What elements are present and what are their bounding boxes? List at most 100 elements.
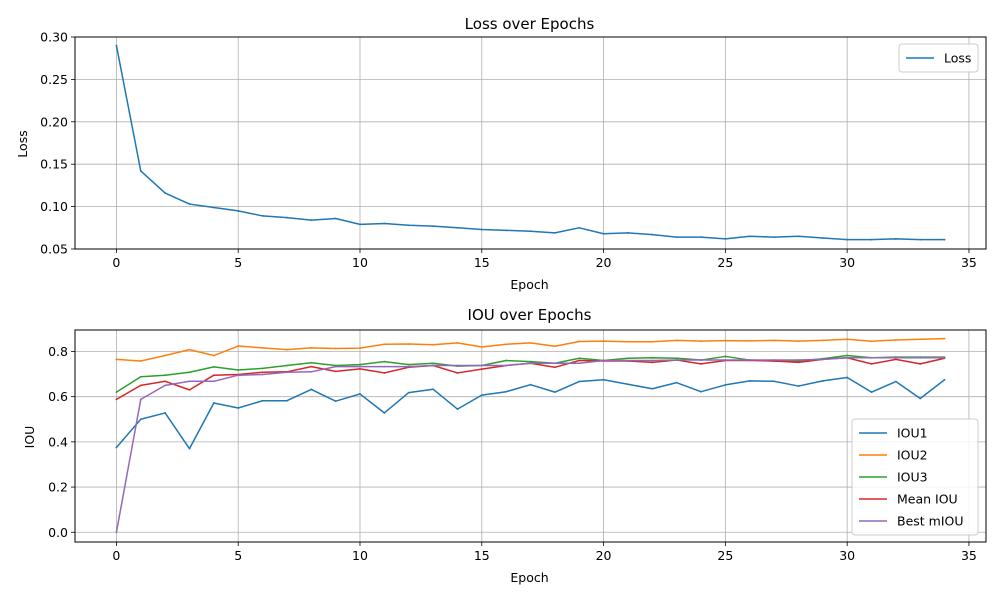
loss-series-loss-point (553, 231, 556, 234)
iou-series-iou3-point (286, 364, 288, 367)
iou-series-mean-iou-point (870, 363, 873, 365)
loss-series-loss-point (602, 232, 605, 235)
loss-series-loss-point (456, 226, 459, 229)
iou-series-iou2-point (724, 339, 727, 342)
iou-series-iou1-point (651, 387, 654, 390)
iou-series-best-miou-point (505, 364, 508, 367)
loss-series-loss-point (480, 228, 483, 231)
iou-series-iou2-point (748, 339, 751, 342)
iou-series-iou3-point (237, 369, 240, 371)
iou-series-iou1-point (505, 390, 508, 393)
iou-series-best-miou-point (675, 359, 678, 361)
loss-series-loss-point (359, 223, 361, 226)
iou-series-mean-iou-point (480, 368, 483, 371)
loss-series-loss-point (675, 236, 678, 239)
loss-series-loss-point (115, 44, 118, 47)
loss-series-loss-point (846, 238, 849, 241)
iou-series-iou3-point (432, 362, 434, 365)
iou-series-iou2-point (700, 340, 702, 342)
iou-series-best-miou-point (700, 359, 702, 361)
iou-series-iou1-point (724, 384, 727, 386)
loss-x-tick-label: 35 (961, 255, 977, 270)
iou-series-iou1-point (797, 385, 800, 387)
iou-series-best-miou-point (164, 384, 167, 387)
iou-series-iou3-point (846, 354, 849, 357)
loss-series-group (115, 44, 946, 241)
loss-series-loss-point (139, 170, 142, 172)
iou-series-mean-iou-point (797, 361, 800, 364)
iou-series-iou3-point (651, 356, 654, 359)
iou-series-iou1-point (383, 412, 386, 414)
iou-y-tick-label: 0.6 (48, 389, 68, 404)
iou-series-best-miou-point (748, 359, 751, 361)
iou-series-iou3-point (139, 375, 142, 378)
iou-series-iou1-point (919, 397, 922, 400)
iou-series-iou2-point (139, 360, 142, 362)
iou-series-best-miou-point (773, 359, 775, 361)
iou-series-iou2-point (286, 348, 288, 351)
iou-y-tick-label: 0.0 (48, 525, 68, 540)
iou-series-iou1-point (602, 378, 605, 381)
loss-legend-box (898, 43, 979, 73)
iou-series-iou2-point (627, 340, 629, 343)
iou-series-iou2-point (894, 339, 897, 341)
loss-x-ticks: 0 5 10 15 20 25 30 35 (112, 249, 977, 270)
iou-x-tick-label: 20 (596, 548, 612, 563)
iou-series-iou1-point (334, 400, 337, 403)
iou-series-iou2-point (553, 345, 556, 348)
iou-series-iou1-point (943, 378, 946, 381)
iou-series-best-miou-point (212, 380, 215, 383)
iou-series-mean-iou-point (188, 388, 191, 391)
iou-series-iou3-point (578, 357, 581, 360)
iou-series-best-miou-point (115, 531, 118, 534)
iou-series-iou2-point (846, 338, 849, 341)
iou-series-iou1-point (553, 391, 556, 394)
iou-series-mean-iou-point (700, 363, 702, 365)
iou-series-iou3-point (724, 355, 727, 358)
iou-series-iou1-point (407, 391, 410, 394)
loss-series-loss-point (432, 225, 434, 228)
loss-series-loss-point (188, 203, 191, 205)
iou-x-ticks: 0 5 10 15 20 25 30 35 (112, 542, 977, 563)
iou-series-mean-iou-point (334, 370, 337, 373)
iou-series-iou2-point (164, 354, 167, 357)
iou-series-iou1-point (237, 407, 240, 409)
iou-series-best-miou-point (870, 356, 873, 359)
iou-series-best-miou-point (188, 380, 191, 383)
iou-series-best-miou-point (919, 356, 922, 359)
iou-series-iou1-point (480, 394, 483, 396)
iou-series-best-miou-point (602, 359, 605, 362)
iou-y-tick-label: 0.2 (48, 480, 68, 495)
iou-series-iou2-point (432, 343, 434, 346)
loss-x-axis-label: Epoch (510, 277, 548, 292)
iou-series-best-miou-point (383, 365, 386, 368)
iou-y-tick-label: 0.4 (48, 434, 68, 449)
iou-series-iou1-point (188, 447, 191, 450)
iou-series-iou1-point (627, 383, 629, 386)
iou-series-iou1-point (870, 391, 873, 394)
loss-series-loss-point (383, 222, 386, 225)
iou-series-iou1-point (139, 418, 142, 421)
loss-x-tick-label: 20 (596, 255, 612, 270)
iou-series-best-miou-point (334, 365, 337, 368)
loss-series-loss-point (797, 235, 800, 238)
iou-series-mean-iou-point (919, 363, 922, 365)
loss-y-axis-label: Loss (15, 130, 30, 157)
iou-y-tick-label: 0.8 (48, 344, 68, 359)
iou-series-best-miou-point (627, 359, 629, 362)
loss-y-tick-label: 0.25 (40, 72, 68, 87)
loss-series-loss-point (310, 219, 313, 222)
loss-series-loss-point (261, 215, 264, 217)
iou-series-iou1-point (748, 379, 751, 382)
iou-series-group (115, 337, 946, 534)
iou-series-iou3-point (212, 365, 215, 368)
iou-series-iou2-point (797, 340, 800, 342)
iou-series-iou2-point (480, 346, 483, 348)
iou-series-iou2-point (212, 354, 215, 357)
iou-legend-iou3-label: IOU3 (897, 470, 928, 485)
iou-series-iou1-point (310, 388, 313, 391)
iou-series-iou2-point (870, 340, 873, 343)
iou-series-mean-iou-point (651, 361, 654, 364)
loss-y-tick-label: 0.05 (40, 242, 68, 257)
